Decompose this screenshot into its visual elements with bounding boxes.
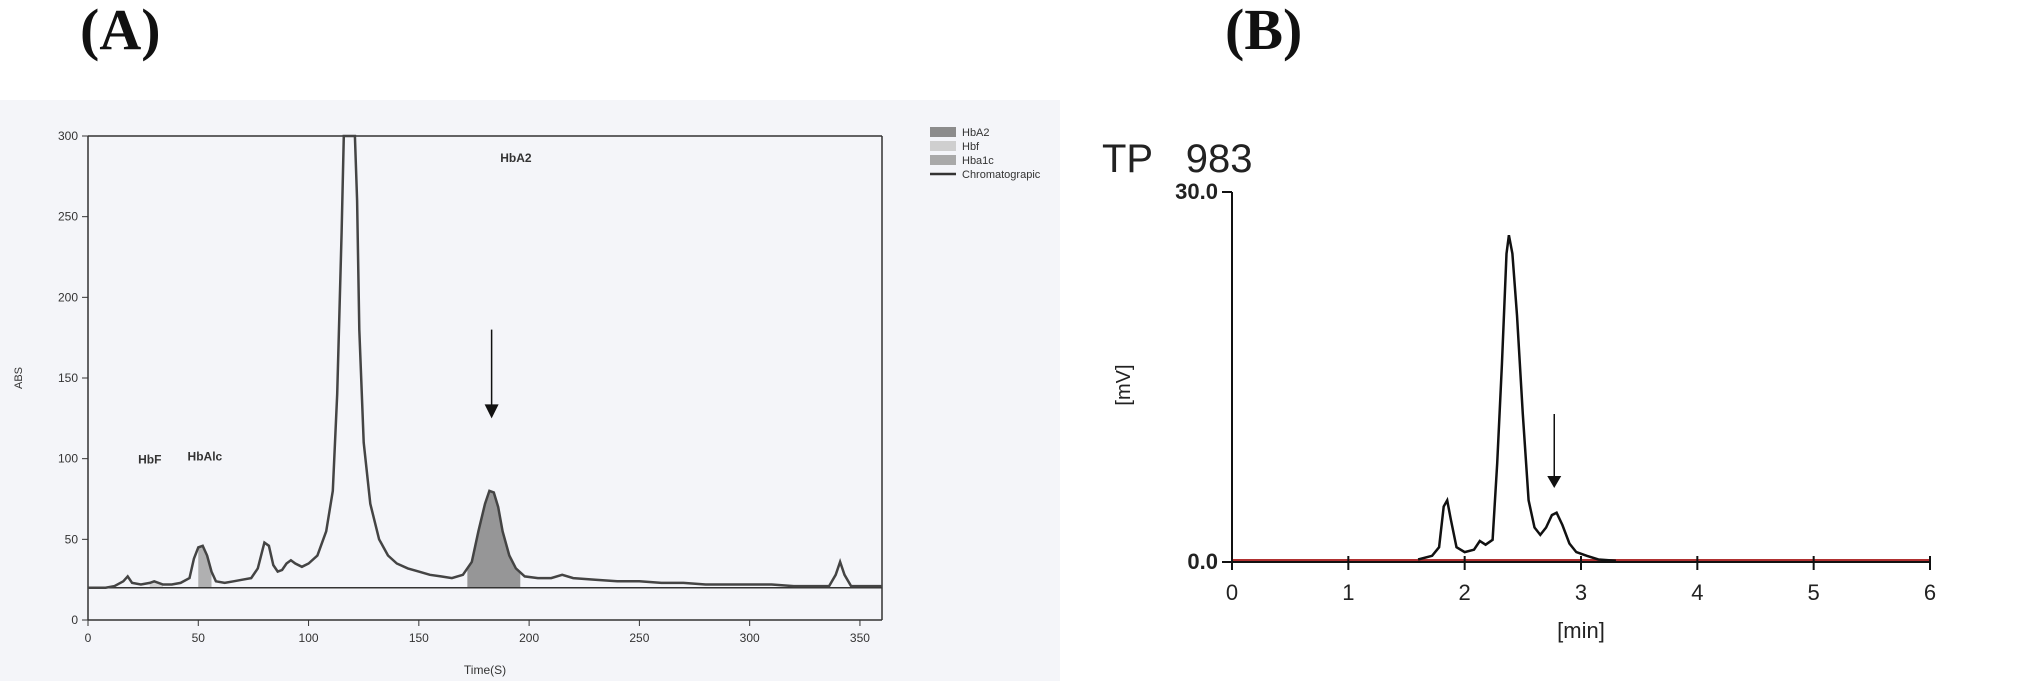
chart-a-series-line: [88, 134, 882, 589]
chart-b-y-tick-label: 30.0: [1175, 179, 1218, 204]
chart-a-legend-swatch: [930, 141, 956, 151]
chart-a-x-tick-label: 250: [629, 631, 649, 645]
chart-a-shaded-peak: [467, 490, 521, 588]
chart-a-peak-label: HbA2: [500, 151, 532, 165]
chart-a-y-tick-label: 100: [58, 452, 78, 466]
chart-b-x-tick-label: 0: [1226, 580, 1238, 605]
chromatogram-a: 0 50 100 150 200 250 300 350050100150200250300 …: [0, 100, 1060, 681]
chart-a-x-label: Time(S): [464, 663, 506, 677]
chart-b-y-tick-label: 0.0: [1187, 549, 1218, 574]
chart-a-y-tick-label: 50: [65, 532, 79, 546]
chart-a-shaded-peak: [198, 545, 212, 588]
chart-a-legend-label: Hba1c: [962, 155, 994, 167]
chart-b-title: TP 983: [1102, 137, 1252, 181]
chart-b-y-label: [mV]: [1113, 364, 1135, 405]
chart-a-x-tick-label: 50: [192, 631, 206, 645]
chart-b-x-tick-label: 6: [1924, 580, 1936, 605]
chart-a-y-tick-label: 250: [58, 210, 78, 224]
chart-a-x-tick-label: 350: [850, 631, 870, 645]
chart-b-x-tick-label: 1: [1342, 580, 1354, 605]
chromatogram-b: 0 1 2 3 4 5 6 0.0 30.0 TP 983 [min] [mV]: [1102, 137, 1936, 643]
chart-a-peak-label: HbAlc: [188, 449, 223, 463]
chart-a-legend-label: Chromatograpic: [962, 169, 1041, 181]
chart-b-x-label: [min]: [1557, 618, 1605, 643]
chart-a-peak-label: HbF: [138, 453, 161, 467]
chart-a-arrow-head: [484, 404, 499, 419]
chart-b-x-tick-label: 4: [1691, 580, 1703, 605]
chart-a-x-tick-label: 300: [740, 631, 760, 645]
chart-b-x-tick-label: 5: [1808, 580, 1820, 605]
chart-a-x-tick-label: 100: [299, 631, 319, 645]
panel-label-b: (B): [1225, 0, 1303, 62]
chart-a-x-tick-label: 200: [519, 631, 539, 645]
chart-a-y-label: ABS: [13, 367, 25, 389]
chart-a-y-tick-label: 0: [71, 613, 78, 627]
chart-b-series-line: [1417, 234, 1616, 563]
chart-a-y-tick-label: 300: [58, 129, 78, 143]
panel-label-a: (A): [80, 0, 161, 62]
chart-b-x-tick-label: 3: [1575, 580, 1587, 605]
chart-b-x-tick-label: 2: [1459, 580, 1471, 605]
chart-b-arrow-head: [1547, 476, 1562, 488]
chart-a-x-tick-label: 0: [85, 631, 92, 645]
chart-a-background: [0, 100, 1060, 681]
chart-a-legend-swatch: [930, 155, 956, 165]
chart-a-legend-label: HbA2: [962, 127, 990, 139]
chart-a-y-tick-label: 150: [58, 371, 78, 385]
chart-a-legend-label: Hbf: [962, 141, 980, 153]
chart-a-x-tick-label: 150: [409, 631, 429, 645]
chart-a-legend-swatch: [930, 127, 956, 137]
chart-a-y-tick-label: 200: [58, 290, 78, 304]
